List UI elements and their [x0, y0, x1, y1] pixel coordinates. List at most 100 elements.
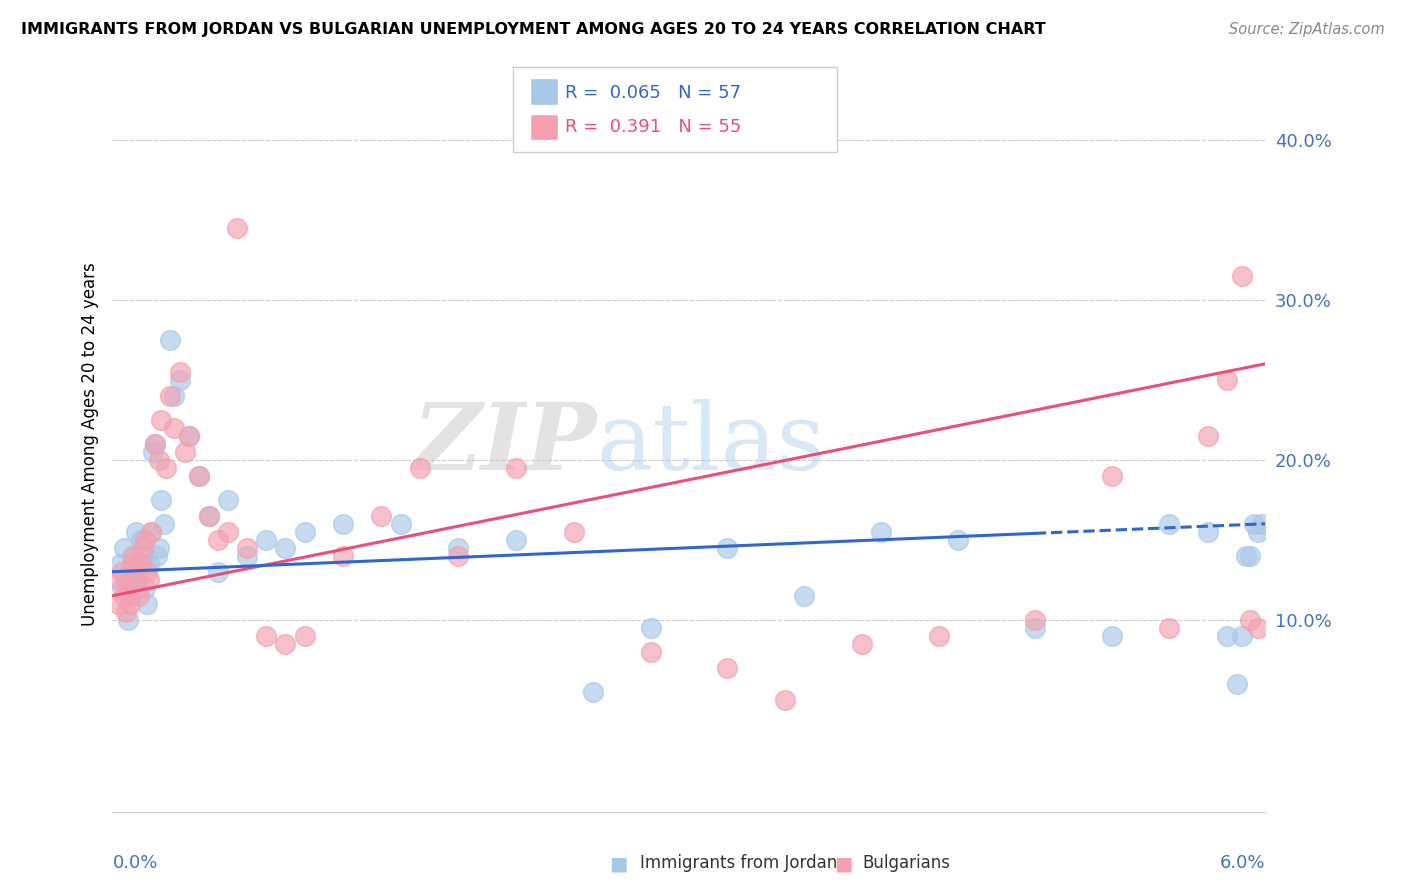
Point	[1247, 621, 1270, 635]
Point	[179, 429, 201, 443]
Point	[127, 581, 149, 595]
Point	[274, 637, 297, 651]
Point	[148, 541, 170, 555]
Point	[236, 541, 259, 555]
Text: R =  0.391   N = 55: R = 0.391 N = 55	[565, 118, 741, 136]
Point	[1159, 621, 1181, 635]
Point	[169, 373, 191, 387]
Point	[111, 581, 134, 595]
Text: 0.0%: 0.0%	[112, 855, 157, 872]
Text: Immigrants from Jordan: Immigrants from Jordan	[640, 855, 837, 872]
Point	[1024, 621, 1046, 635]
Point	[236, 549, 259, 563]
Point	[851, 637, 873, 651]
Point	[159, 333, 181, 347]
Point	[112, 541, 135, 555]
Point	[207, 533, 229, 547]
Point	[128, 589, 150, 603]
Point	[1216, 373, 1239, 387]
Point	[115, 573, 138, 587]
Point	[143, 436, 166, 450]
Point	[1226, 677, 1249, 691]
Point	[773, 692, 796, 706]
Point	[117, 613, 139, 627]
Point	[505, 460, 527, 475]
Point	[153, 516, 176, 531]
Point	[115, 605, 138, 619]
Point	[128, 557, 150, 571]
Point	[132, 541, 155, 555]
Point	[121, 549, 143, 563]
Point	[136, 597, 159, 611]
Point	[124, 524, 146, 539]
Point	[188, 468, 211, 483]
Point	[447, 549, 470, 563]
Point	[138, 573, 160, 587]
Point	[447, 541, 470, 555]
Point	[1232, 268, 1254, 283]
Point	[111, 565, 134, 579]
Point	[136, 565, 159, 579]
Text: ■: ■	[834, 854, 853, 873]
Point	[129, 533, 153, 547]
Point	[207, 565, 229, 579]
Point	[1159, 516, 1181, 531]
Point	[793, 589, 815, 603]
Point	[118, 589, 141, 603]
Point	[139, 524, 162, 539]
Point	[163, 389, 186, 403]
Point	[389, 516, 412, 531]
Text: IMMIGRANTS FROM JORDAN VS BULGARIAN UNEMPLOYMENT AMONG AGES 20 TO 24 YEARS CORRE: IMMIGRANTS FROM JORDAN VS BULGARIAN UNEM…	[21, 22, 1046, 37]
Point	[145, 549, 167, 563]
Point	[1239, 613, 1261, 627]
Point	[1216, 629, 1239, 643]
Point	[1234, 549, 1257, 563]
Point	[1197, 524, 1219, 539]
Point	[217, 492, 239, 507]
Point	[122, 549, 145, 563]
Point	[332, 516, 354, 531]
Point	[108, 557, 131, 571]
Point	[134, 533, 156, 547]
Point	[159, 389, 181, 403]
Point	[716, 541, 738, 555]
Text: ZIP: ZIP	[412, 399, 596, 489]
Point	[1247, 524, 1270, 539]
Point	[188, 468, 211, 483]
Point	[117, 581, 139, 595]
Point	[127, 573, 149, 587]
Point	[169, 365, 191, 379]
Point	[1232, 629, 1254, 643]
Point	[505, 533, 527, 547]
Point	[112, 589, 135, 603]
Point	[108, 573, 131, 587]
Point	[122, 565, 145, 579]
Text: Source: ZipAtlas.com: Source: ZipAtlas.com	[1229, 22, 1385, 37]
Point	[1197, 429, 1219, 443]
Point	[1250, 516, 1272, 531]
Point	[928, 629, 950, 643]
Point	[138, 557, 160, 571]
Point	[1239, 549, 1261, 563]
Point	[174, 444, 197, 458]
Point	[148, 452, 170, 467]
Point	[121, 557, 143, 571]
Point	[716, 661, 738, 675]
Point	[1101, 629, 1123, 643]
Point	[254, 533, 277, 547]
Point	[226, 220, 249, 235]
Text: R =  0.065   N = 57: R = 0.065 N = 57	[565, 84, 741, 102]
Point	[1243, 516, 1265, 531]
Point	[118, 597, 141, 611]
Point	[332, 549, 354, 563]
Point	[582, 684, 605, 698]
Point	[142, 444, 165, 458]
Point	[149, 413, 172, 427]
Point	[1024, 613, 1046, 627]
Text: atlas: atlas	[596, 399, 825, 489]
Point	[946, 533, 969, 547]
Text: Bulgarians: Bulgarians	[862, 855, 950, 872]
Point	[562, 524, 585, 539]
Point	[409, 460, 432, 475]
Point	[124, 565, 146, 579]
